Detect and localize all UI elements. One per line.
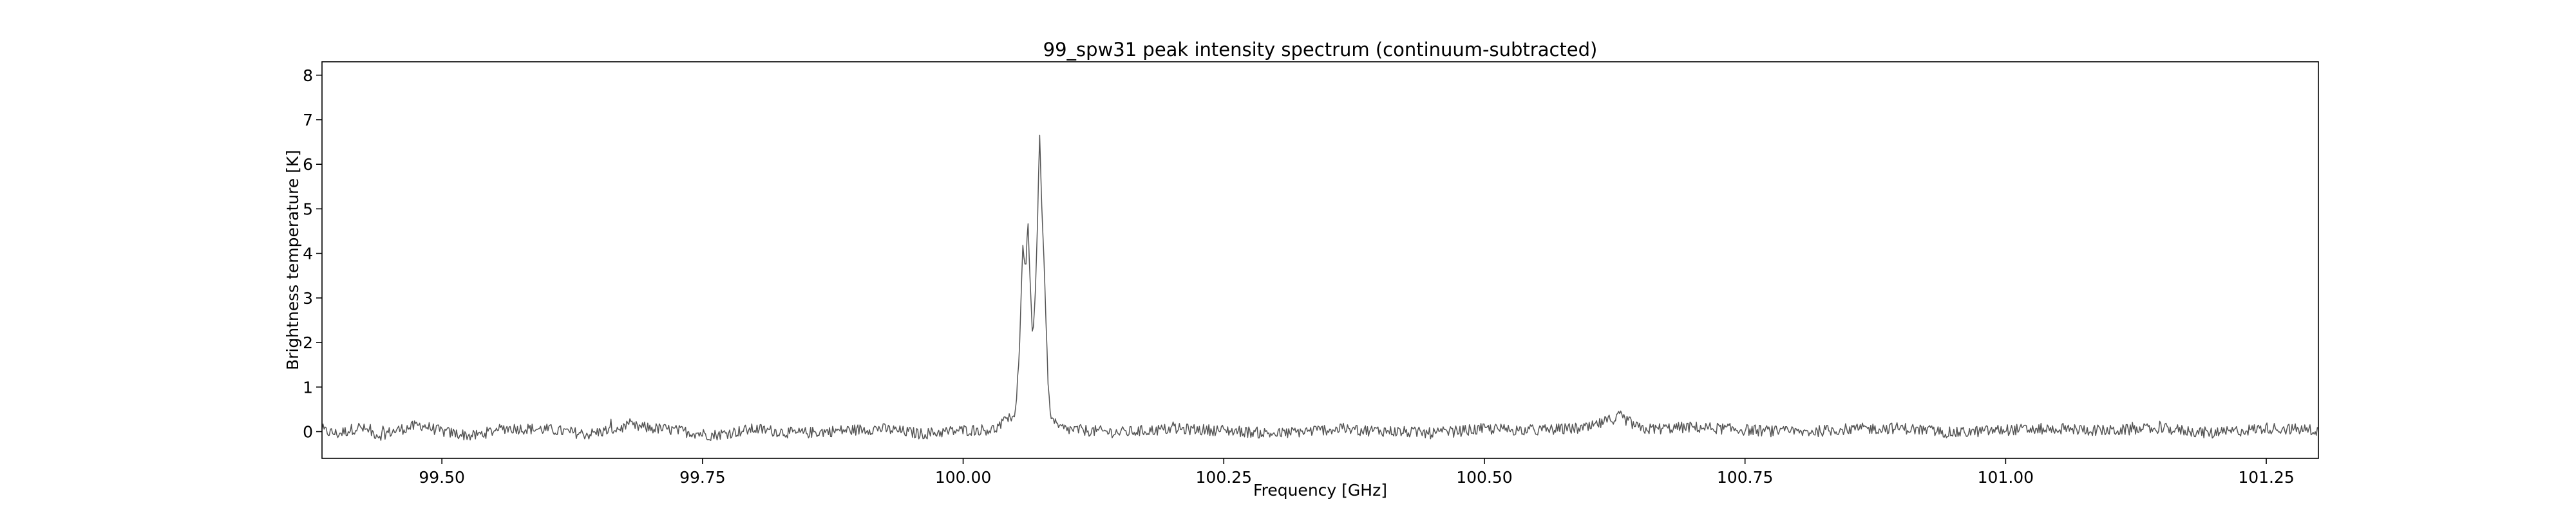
y-tick-label: 8	[303, 66, 313, 85]
x-tick-label: 99.75	[679, 468, 726, 487]
x-tick-label: 101.25	[2238, 468, 2294, 487]
x-tick-label: 100.25	[1196, 468, 1252, 487]
plot-frame	[321, 61, 2319, 459]
x-tick-label: 99.50	[419, 468, 465, 487]
y-axis: 0 1 2 3 4 5 6 7 8	[303, 66, 322, 441]
x-tick-label: 100.75	[1717, 468, 1773, 487]
x-axis-label: Frequency [GHz]	[1253, 481, 1387, 500]
spectrum-line	[321, 135, 2319, 441]
y-tick-label: 3	[303, 289, 313, 308]
chart-title: 99_spw31 peak intensity spectrum (contin…	[1043, 39, 1598, 61]
plot-area	[321, 61, 2319, 459]
y-tick-label: 1	[303, 378, 313, 397]
x-axis: 99.50 99.75 100.00 100.25 100.50 100.75 101.00…	[419, 458, 2295, 487]
y-tick-label: 2	[303, 333, 313, 352]
y-tick-label: 5	[303, 200, 313, 218]
x-tick-label: 100.50	[1456, 468, 1512, 487]
y-tick-label: 4	[303, 245, 313, 263]
y-tick-label: 0	[303, 422, 313, 441]
y-tick-label: 6	[303, 155, 313, 174]
x-tick-label: 100.00	[935, 468, 991, 487]
x-tick-label: 101.00	[1978, 468, 2034, 487]
y-axis-label: Brightness temperature [K]	[283, 150, 302, 370]
y-tick-label: 7	[303, 111, 313, 129]
